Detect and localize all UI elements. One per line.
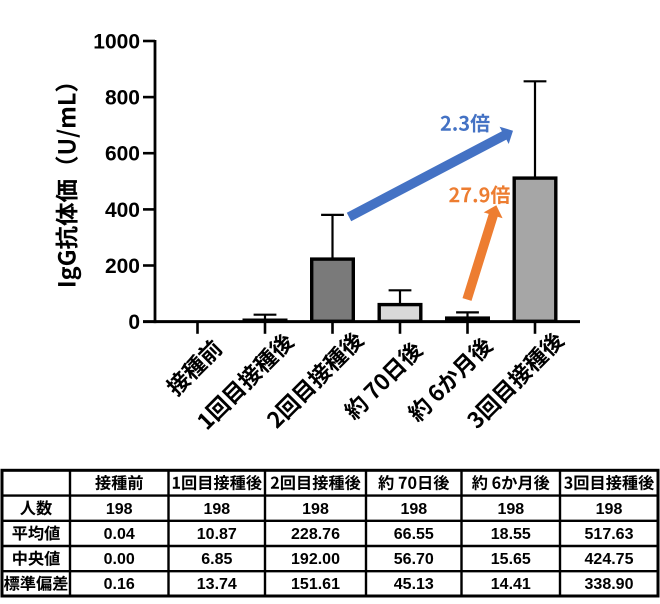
svg-text:45.13: 45.13	[394, 576, 434, 593]
svg-text:198: 198	[596, 501, 623, 518]
svg-text:198: 198	[497, 501, 524, 518]
svg-text:15.65: 15.65	[491, 551, 531, 568]
svg-text:1000: 1000	[93, 30, 140, 53]
svg-text:424.75: 424.75	[585, 551, 634, 568]
svg-text:0.16: 0.16	[104, 576, 135, 593]
svg-text:517.63: 517.63	[585, 526, 634, 543]
svg-text:10.87: 10.87	[197, 526, 237, 543]
svg-text:198: 198	[106, 501, 133, 518]
svg-text:13.74: 13.74	[197, 576, 237, 593]
svg-text:198: 198	[302, 501, 329, 518]
svg-text:14.41: 14.41	[491, 576, 531, 593]
svg-text:400: 400	[105, 199, 140, 222]
svg-text:338.90: 338.90	[585, 576, 634, 593]
svg-text:228.76: 228.76	[291, 526, 340, 543]
svg-text:66.55: 66.55	[394, 526, 434, 543]
svg-text:0.00: 0.00	[104, 551, 135, 568]
svg-text:6.85: 6.85	[201, 551, 232, 568]
svg-text:200: 200	[105, 255, 140, 278]
svg-text:151.61: 151.61	[291, 576, 340, 593]
svg-text:0: 0	[128, 311, 140, 334]
svg-text:198: 198	[400, 501, 427, 518]
svg-text:0.04: 0.04	[104, 526, 135, 543]
svg-text:600: 600	[105, 143, 140, 166]
svg-text:18.55: 18.55	[491, 526, 531, 543]
svg-text:800: 800	[105, 87, 140, 110]
svg-text:198: 198	[203, 501, 230, 518]
svg-text:56.70: 56.70	[394, 551, 434, 568]
svg-text:192.00: 192.00	[291, 551, 340, 568]
